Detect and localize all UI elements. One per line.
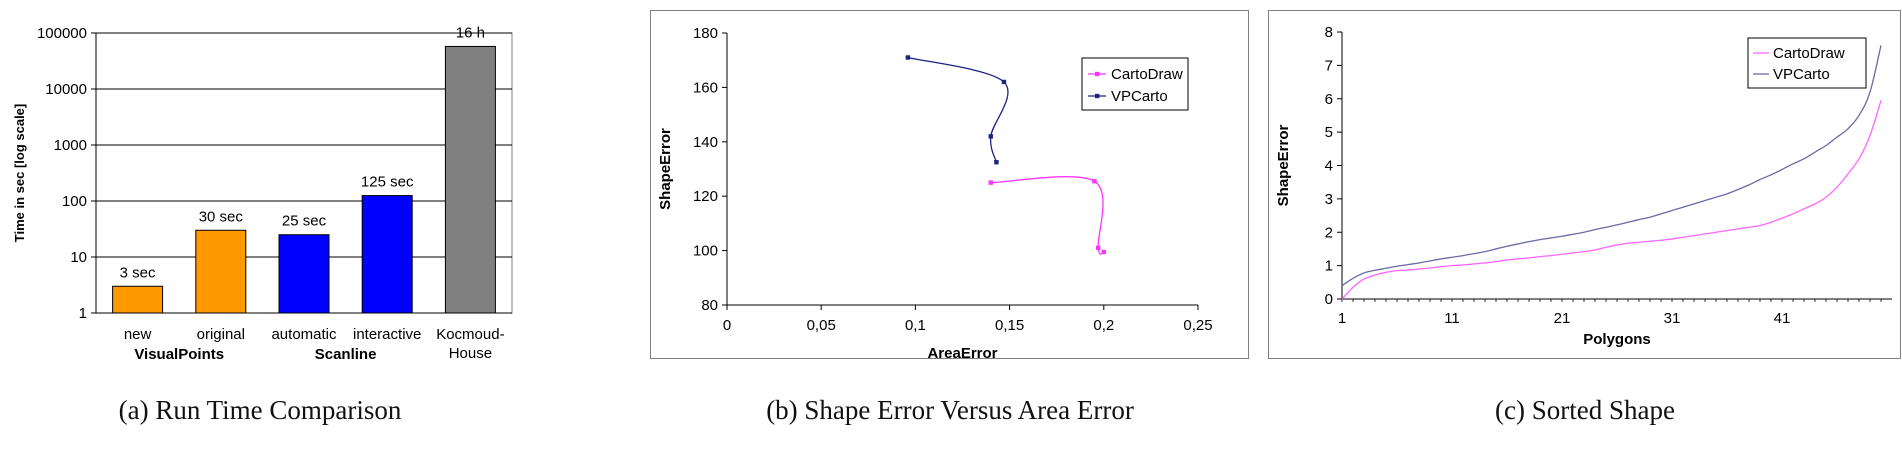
data-label: 125 sec	[361, 174, 414, 191]
caption-runtime: (a) Run Time Comparison	[118, 395, 402, 425]
legend-box	[1747, 37, 1867, 89]
legend-label: VPCarto	[1111, 88, 1168, 105]
bar	[278, 234, 330, 314]
x-tick-label: 0,1	[905, 317, 926, 334]
series-line	[907, 56, 1009, 163]
y-tick-label: 10000	[45, 81, 87, 98]
shape-vs-area-chart: 80 100 120 140 160 180 0 0,05 0,1 0,15 0,2 0,25 Area…	[650, 10, 1249, 362]
y-tick-label: 100	[693, 243, 718, 260]
legend-marker	[1095, 71, 1100, 77]
series-line	[1341, 45, 1882, 287]
data-label: 16 h	[456, 24, 485, 41]
y-tick-label: 0	[1325, 291, 1333, 308]
y-tick-label: 1	[79, 305, 87, 322]
legend-label: CartoDraw	[1773, 45, 1845, 62]
bar	[444, 45, 496, 314]
x-axis-label: AreaError	[927, 345, 997, 362]
x-tick-label: 31	[1664, 310, 1681, 327]
bar	[112, 285, 164, 314]
legend-label: CartoDraw	[1111, 66, 1183, 83]
y-axis-label: ShapeError	[1275, 124, 1292, 206]
x-tick-label: 11	[1444, 310, 1460, 327]
y-axis-label: Time in sec [log scale]	[12, 104, 27, 242]
x-tick-label: 0,15	[995, 317, 1024, 334]
data-label: 3 sec	[120, 264, 156, 281]
data-point	[988, 134, 993, 139]
category-label: original	[197, 326, 245, 343]
data-point	[1095, 245, 1101, 251]
y-tick-label: 2	[1325, 224, 1333, 241]
x-tick-label: 0	[723, 317, 731, 334]
data-point	[1001, 79, 1007, 85]
y-tick-label: 8	[1325, 24, 1333, 41]
legend-label: VPCarto	[1773, 66, 1830, 83]
x-axis-label: Polygons	[1583, 331, 1651, 348]
chart-panel-shape-vs-area: 80 100 120 140 160 180 0 0,05 0,1 0,15 0,2 0,25 Area…	[650, 0, 1250, 362]
y-tick-label: 160	[693, 79, 718, 96]
y-tick-label: 7	[1325, 57, 1333, 74]
group-label: Scanline	[315, 346, 377, 363]
chart-panel-runtime: 1 10 100 1000 10000 100000 3 sec new 30 sec origi…	[0, 0, 520, 363]
y-axis-label: ShapeError	[657, 128, 674, 210]
category-label: automatic	[271, 326, 337, 343]
y-tick-label: 6	[1325, 91, 1333, 108]
x-tick-label: 0,2	[1093, 317, 1114, 334]
x-tick-label: 0,25	[1183, 317, 1212, 334]
y-tick-label: 120	[693, 188, 718, 205]
legend-box	[1081, 57, 1189, 111]
category-label: interactive	[353, 326, 421, 343]
y-tick-label: 180	[693, 25, 718, 42]
data-point	[1092, 179, 1097, 184]
x-tick-label: 21	[1554, 310, 1571, 327]
bar	[195, 229, 247, 314]
legend-marker	[1095, 93, 1100, 99]
y-tick-label: 80	[701, 297, 718, 314]
data-point	[1101, 249, 1106, 255]
y-tick-label: 1000	[54, 137, 87, 154]
y-tick-label: 100000	[37, 25, 87, 42]
caption-sorted-shape: (c) Sorted Shape	[1495, 395, 1675, 425]
data-point	[905, 55, 911, 60]
data-label: 25 sec	[282, 213, 327, 230]
y-tick-label: 140	[693, 134, 718, 151]
category-label: Kocmoud-	[436, 326, 504, 343]
data-point	[994, 160, 999, 165]
y-tick-label: 3	[1325, 191, 1333, 208]
y-tick-label: 5	[1325, 124, 1333, 141]
x-tick-label: 0,05	[807, 317, 836, 334]
series-line	[1341, 100, 1882, 300]
x-tick-label: 41	[1774, 310, 1791, 327]
caption-shape-vs-area: (b) Shape Error Versus Area Error	[766, 395, 1134, 425]
series-line	[990, 176, 1105, 255]
y-tick-label: 10	[70, 249, 87, 266]
group-label: VisualPoints	[134, 346, 224, 363]
category-label: new	[124, 326, 152, 343]
y-tick-label: 1	[1325, 258, 1333, 275]
y-tick-label: 100	[62, 193, 87, 210]
x-tick-label: 1	[1338, 310, 1346, 327]
chart-panel-sorted-shape: 0 1 2 3 4 5 6 7 8 1 11 21 31 41 Polygons ShapeError Cart…	[1268, 0, 1902, 360]
runtime-bar-chart: 1 10 100 1000 10000 100000 3 sec new 30 sec origi…	[12, 24, 513, 363]
category-label: House	[449, 345, 492, 362]
y-tick-label: 4	[1325, 158, 1333, 175]
data-label: 30 sec	[199, 208, 244, 225]
bar	[361, 195, 413, 314]
data-point	[988, 180, 993, 185]
